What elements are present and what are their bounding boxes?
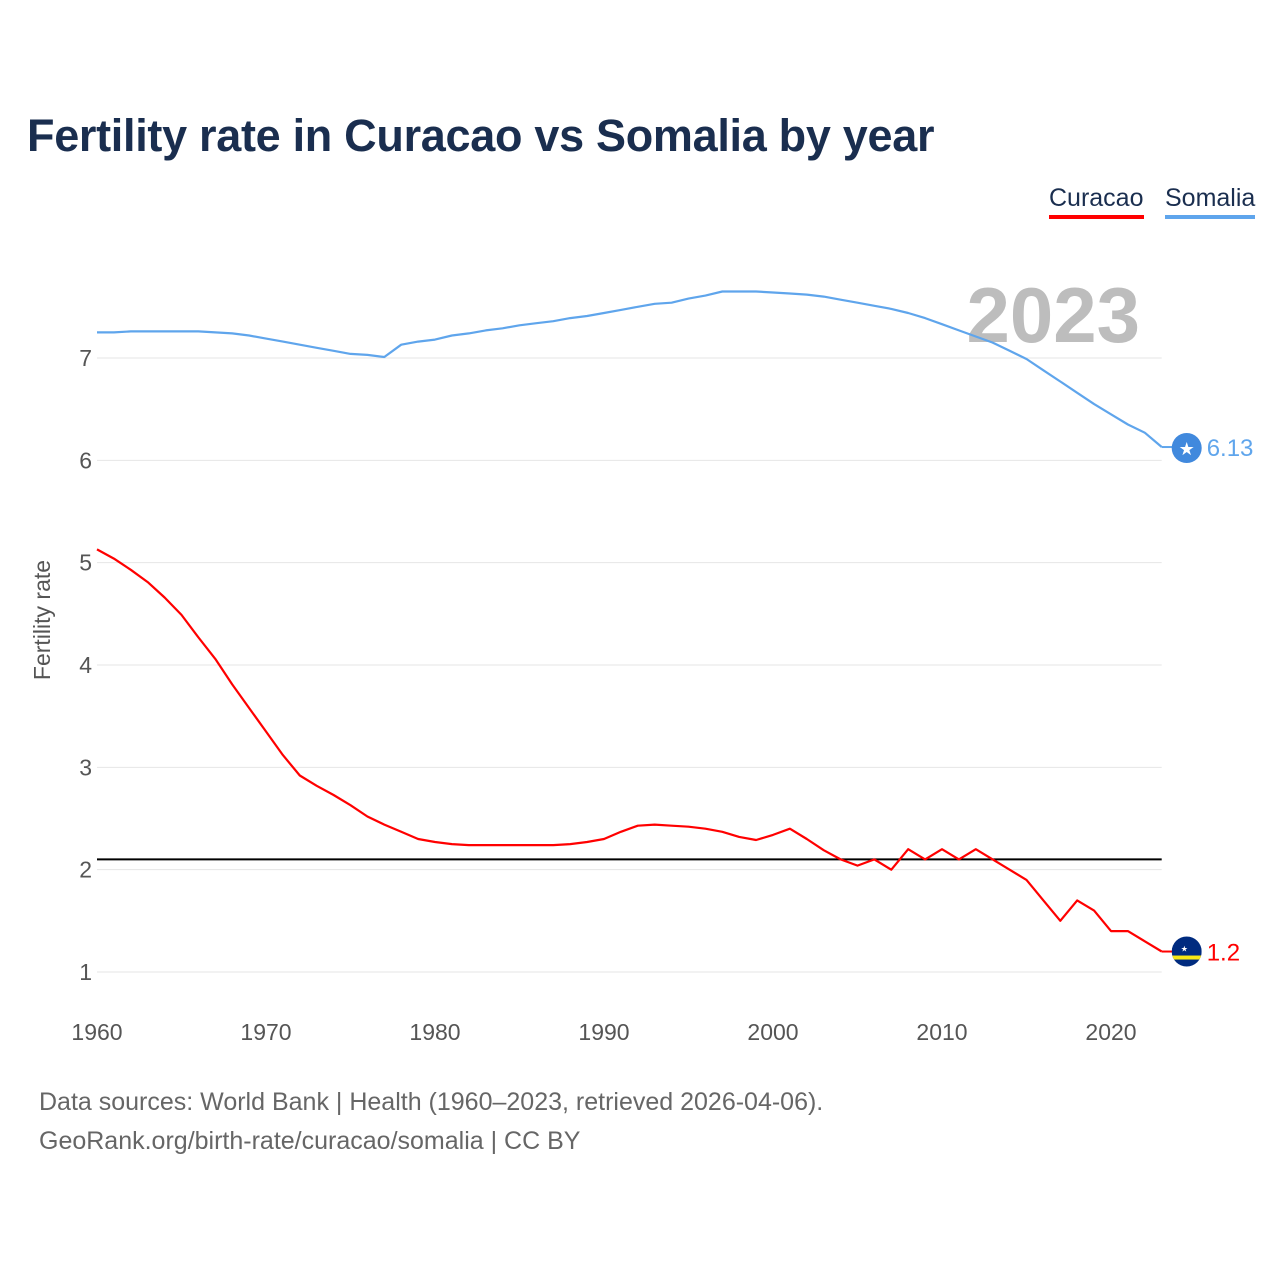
- x-tick-label: 2010: [916, 1019, 967, 1045]
- legend-curacao[interactable]: Curacao: [1049, 184, 1144, 219]
- y-tick-label: 5: [79, 550, 92, 576]
- x-tick-label: 2020: [1085, 1019, 1136, 1045]
- star-icon: ★: [1179, 439, 1195, 459]
- end-value-label: 1.2: [1207, 940, 1240, 967]
- source-note: Data sources: World Bank | Health (1960–…: [39, 1088, 824, 1116]
- star-icon: ★: [1181, 945, 1188, 954]
- x-tick-label: 2000: [747, 1019, 798, 1045]
- y-tick-label: 2: [79, 857, 92, 883]
- x-tick-label: 1990: [578, 1019, 629, 1045]
- series-line-curacao: [96, 548, 1163, 953]
- y-tick-label: 7: [79, 345, 92, 371]
- x-tick-label: 1980: [409, 1019, 460, 1045]
- y-tick-label: 1: [79, 959, 92, 985]
- flag-stripe: [1171, 955, 1202, 960]
- series-line-somalia: [97, 290, 1163, 448]
- y-axis-label: Fertility rate: [29, 560, 55, 680]
- somalia-flag-icon: [1171, 433, 1202, 464]
- x-tick-label: 1960: [71, 1019, 122, 1045]
- end-value-label: 6.13: [1207, 435, 1254, 462]
- y-tick-label: 3: [79, 754, 92, 780]
- flag-field: [1171, 936, 1202, 967]
- x-tick-label: 1970: [240, 1019, 291, 1045]
- chart-title: Fertility rate in Curacao vs Somalia by …: [27, 110, 935, 161]
- source-link[interactable]: GeoRank.org/birth-rate/curacao/somalia |…: [39, 1127, 581, 1155]
- y-tick-label: 4: [79, 652, 92, 678]
- year-label: 2023: [966, 271, 1140, 359]
- curacao-flag-icon: ★: [1171, 936, 1202, 967]
- y-tick-label: 6: [79, 447, 92, 473]
- legend-somalia[interactable]: Somalia: [1165, 184, 1256, 219]
